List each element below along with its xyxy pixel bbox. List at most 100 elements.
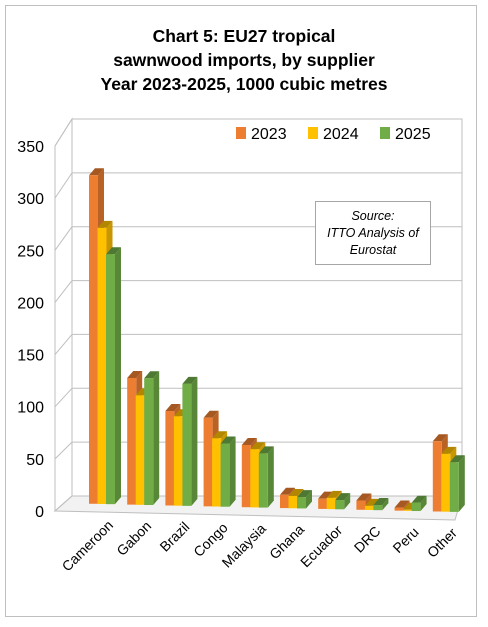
bar-side bbox=[306, 490, 312, 509]
bar-top bbox=[97, 220, 113, 228]
bar-top bbox=[411, 495, 427, 503]
bar-top bbox=[432, 434, 448, 442]
bar-top bbox=[364, 498, 380, 506]
x-tick-label: Brazil bbox=[156, 519, 192, 555]
legend-swatch bbox=[308, 127, 318, 139]
bar-side bbox=[115, 247, 121, 505]
bar-top bbox=[165, 404, 181, 412]
source-note: Source: ITTO Analysis of Eurostat bbox=[315, 201, 431, 265]
legend-label: 2025 bbox=[395, 126, 431, 143]
bar bbox=[373, 505, 383, 511]
bar bbox=[89, 175, 98, 504]
y-tick-label: 300 bbox=[17, 191, 44, 208]
bar bbox=[335, 500, 345, 510]
chart-title-line-3: Year 2023-2025, 1000 cubic metres bbox=[100, 74, 388, 94]
bar-top bbox=[288, 488, 304, 496]
side-wall bbox=[54, 117, 73, 513]
bar bbox=[135, 395, 145, 505]
bar bbox=[403, 509, 413, 511]
bar bbox=[127, 377, 137, 505]
bar-top bbox=[356, 493, 372, 501]
legend-swatch bbox=[236, 127, 246, 139]
bar bbox=[258, 453, 268, 508]
bar-top bbox=[89, 168, 104, 176]
bar bbox=[449, 462, 459, 512]
legend-label: 2023 bbox=[251, 126, 287, 143]
bar bbox=[411, 502, 421, 512]
bar bbox=[165, 411, 175, 506]
bar bbox=[318, 498, 328, 509]
bar-top bbox=[203, 410, 219, 418]
bar bbox=[280, 494, 289, 509]
bar-side bbox=[382, 498, 389, 511]
y-tick-label: 250 bbox=[17, 243, 44, 260]
bar bbox=[203, 417, 213, 507]
bar bbox=[106, 254, 115, 505]
bar bbox=[356, 500, 366, 510]
bar bbox=[326, 497, 336, 510]
bar-top bbox=[241, 437, 257, 445]
bar-top bbox=[106, 247, 121, 255]
bar-top bbox=[127, 370, 143, 378]
bar-side bbox=[267, 446, 274, 508]
x-tick-label: Peru bbox=[389, 524, 421, 556]
gridline-side bbox=[54, 495, 73, 512]
bar bbox=[144, 378, 154, 506]
bar-side bbox=[229, 436, 236, 507]
bar bbox=[441, 453, 451, 512]
x-tick-label: Ecuador bbox=[297, 522, 345, 570]
gridline-side bbox=[54, 172, 73, 199]
y-tick-label: 50 bbox=[26, 452, 44, 469]
bar-top bbox=[449, 455, 465, 463]
x-tick-label: DRC bbox=[351, 523, 384, 556]
bar bbox=[297, 497, 306, 509]
bar-top bbox=[220, 436, 236, 444]
source-note-line-3: Eurostat bbox=[349, 242, 397, 257]
gridline-side bbox=[54, 334, 73, 355]
bar-top bbox=[144, 371, 160, 379]
bar-top bbox=[394, 500, 410, 508]
legend-label: 2024 bbox=[323, 126, 359, 143]
bar-top bbox=[326, 490, 342, 498]
bar-top bbox=[280, 487, 295, 495]
bar-top bbox=[258, 446, 274, 454]
bar bbox=[364, 505, 374, 510]
bar bbox=[212, 438, 222, 507]
bar-top bbox=[441, 446, 457, 454]
bar bbox=[432, 441, 442, 512]
bar-top bbox=[182, 376, 198, 384]
bar-top bbox=[318, 491, 334, 499]
bar bbox=[288, 495, 298, 509]
bar-side bbox=[191, 376, 198, 506]
bar-side bbox=[458, 455, 465, 512]
chart-title-line-2: sawnwood imports, by supplier bbox=[113, 50, 375, 70]
x-tick-label: Cameroon bbox=[59, 517, 117, 575]
bar bbox=[394, 507, 404, 511]
y-tick-label: 200 bbox=[17, 295, 44, 312]
bar-top bbox=[297, 490, 312, 498]
bar-side bbox=[420, 495, 427, 512]
x-tick-label: Gabon bbox=[113, 518, 154, 559]
bar bbox=[241, 444, 251, 508]
gridline-side bbox=[54, 387, 73, 408]
gridline-side bbox=[54, 226, 73, 251]
gridline-side bbox=[54, 280, 73, 303]
gridline-side bbox=[54, 441, 73, 460]
gridline-side bbox=[54, 118, 73, 147]
bar bbox=[220, 443, 230, 507]
chart-title-line-1: Chart 5: EU27 tropical bbox=[152, 26, 336, 46]
bar bbox=[250, 449, 260, 508]
y-tick-label: 100 bbox=[17, 400, 44, 417]
y-tick-label: 350 bbox=[17, 139, 44, 156]
bar-top bbox=[250, 442, 266, 450]
chart-title: Chart 5: EU27 tropical sawnwood imports,… bbox=[0, 24, 488, 96]
bar-side bbox=[153, 371, 160, 506]
bar-top bbox=[212, 431, 228, 439]
bar-top bbox=[373, 498, 389, 506]
bar bbox=[182, 383, 192, 506]
bar bbox=[173, 416, 183, 506]
y-tick-label: 150 bbox=[17, 348, 44, 365]
bar bbox=[97, 227, 107, 504]
x-tick-label: Other bbox=[424, 524, 460, 560]
